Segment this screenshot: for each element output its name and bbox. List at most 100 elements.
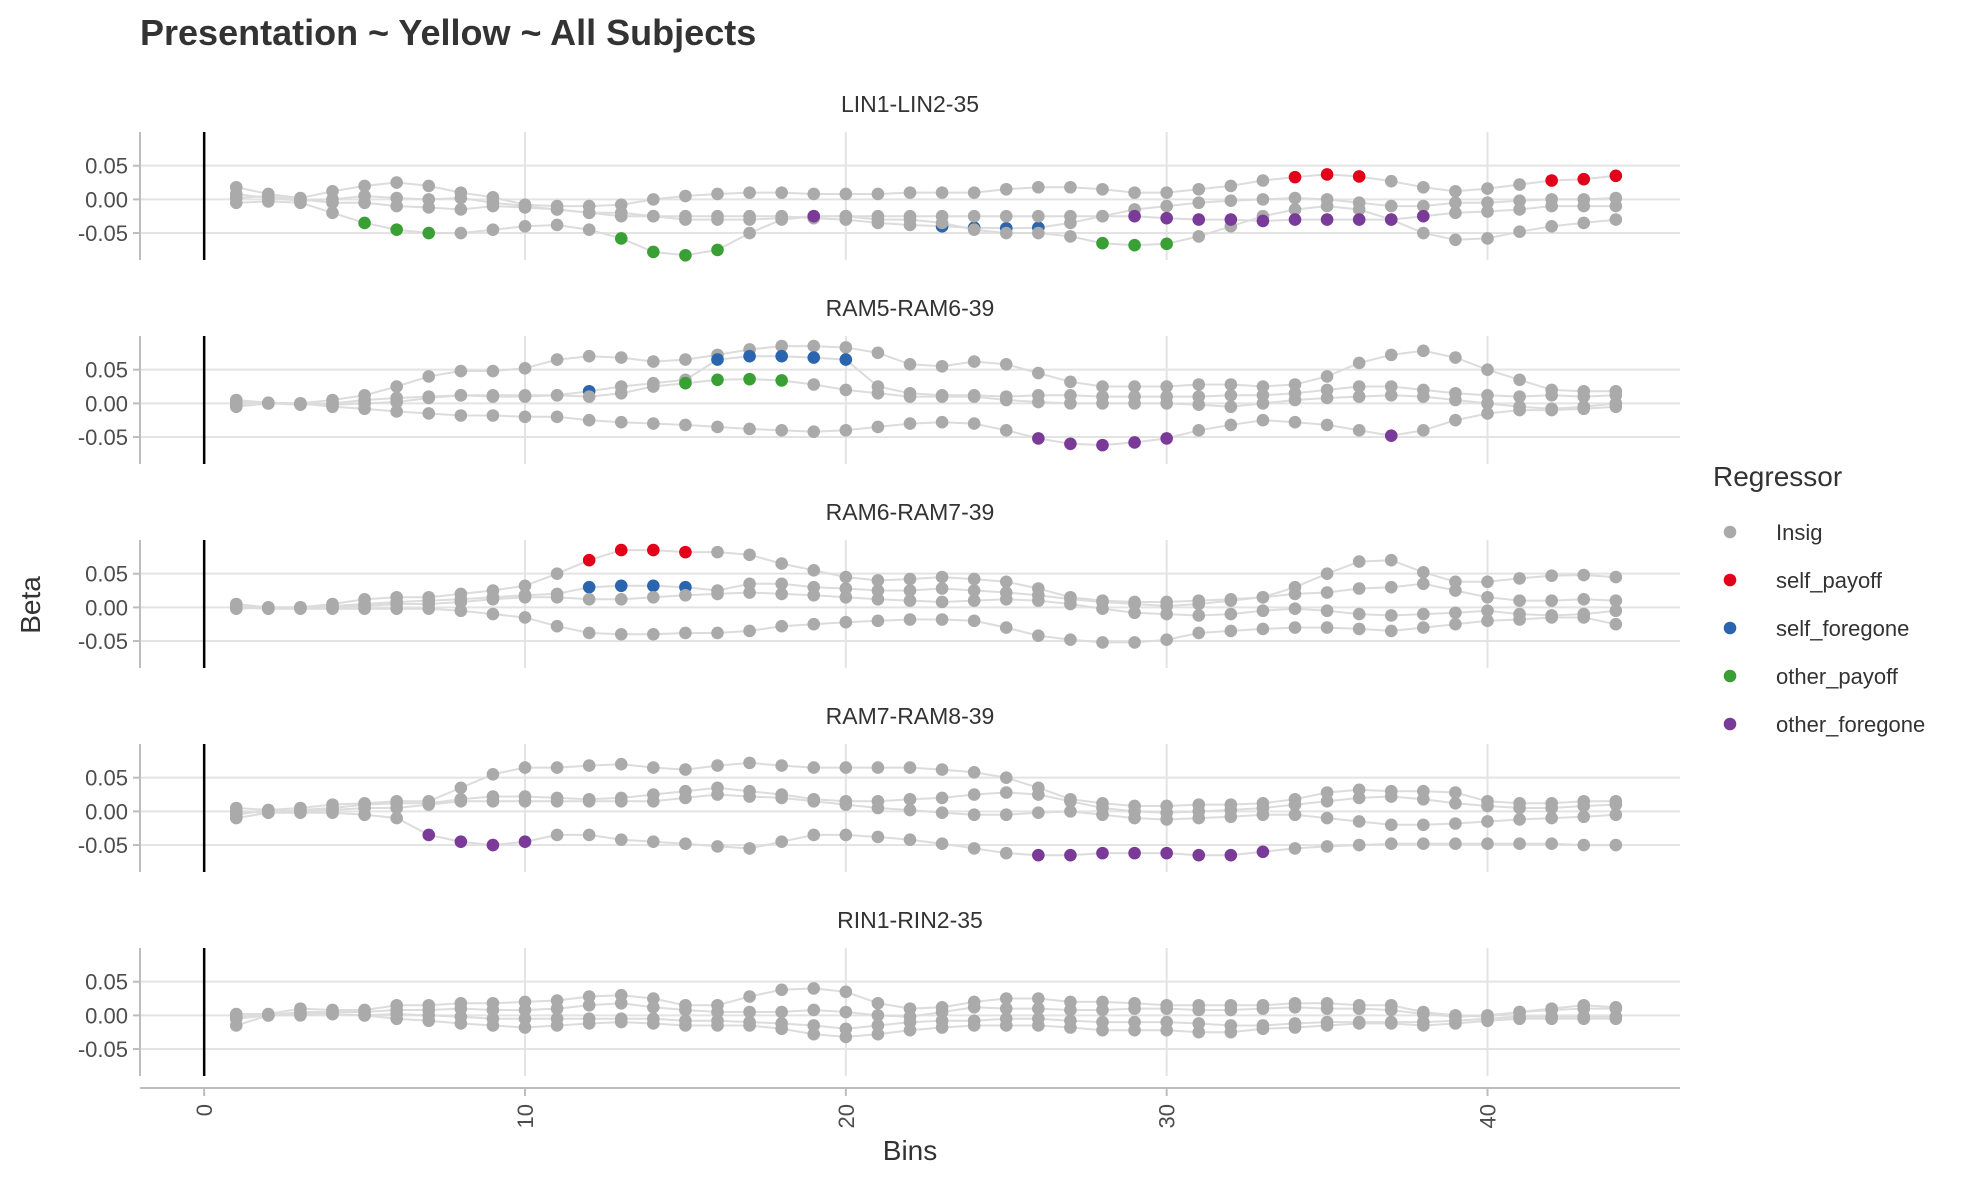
data-point-insig bbox=[647, 628, 660, 641]
data-point-insig bbox=[807, 378, 821, 391]
data-point-insig bbox=[582, 349, 596, 363]
data-point-insig bbox=[1320, 604, 1334, 618]
data-point-insig bbox=[1577, 216, 1591, 230]
data-point-insig bbox=[903, 594, 917, 607]
data-point-insig bbox=[454, 388, 468, 402]
data-point-insig bbox=[1256, 174, 1270, 187]
data-point-insig bbox=[1481, 232, 1494, 245]
data-point-insig bbox=[903, 357, 917, 371]
data-point-insig bbox=[1513, 203, 1526, 216]
data-point-insig bbox=[967, 186, 981, 199]
data-point-insig bbox=[967, 808, 981, 822]
data-point-insig bbox=[1449, 351, 1462, 364]
data-point-insig bbox=[1064, 805, 1077, 818]
data-point-insig bbox=[935, 360, 949, 373]
data-point-insig bbox=[262, 191, 275, 205]
data-point-insig bbox=[582, 223, 596, 236]
data-point-insig bbox=[1384, 1017, 1398, 1030]
data-point-insig bbox=[999, 226, 1013, 240]
data-point-insig bbox=[743, 756, 756, 770]
data-point-insig bbox=[1160, 1023, 1173, 1037]
data-point-insig bbox=[390, 395, 403, 409]
data-point-self_payoff bbox=[679, 545, 692, 559]
data-point-insig bbox=[1545, 1012, 1558, 1026]
y-tick-label: -0.05 bbox=[78, 833, 128, 858]
data-point-insig bbox=[1449, 233, 1462, 247]
data-point-insig bbox=[1288, 378, 1302, 391]
data-point-insig bbox=[999, 808, 1013, 822]
data-point-insig bbox=[1417, 344, 1430, 358]
data-point-insig bbox=[422, 602, 436, 616]
data-point-other_foregone bbox=[1096, 438, 1109, 452]
data-point-insig bbox=[775, 791, 788, 805]
data-point-insig bbox=[390, 191, 403, 205]
data-point-insig bbox=[743, 990, 756, 1003]
data-point-insig bbox=[1481, 815, 1494, 828]
data-point-insig bbox=[807, 828, 821, 842]
data-point-insig bbox=[647, 1017, 660, 1030]
data-point-insig bbox=[326, 1007, 339, 1021]
data-point-insig bbox=[1577, 390, 1591, 403]
data-point-insig bbox=[229, 196, 243, 210]
data-point-insig bbox=[614, 794, 628, 808]
data-point-insig bbox=[1224, 810, 1238, 824]
data-point-insig bbox=[1128, 380, 1141, 393]
data-point-insig bbox=[454, 226, 468, 240]
data-point-insig bbox=[614, 628, 628, 641]
data-point-insig bbox=[1288, 842, 1302, 855]
data-point-other_foregone bbox=[454, 835, 468, 848]
data-point-insig bbox=[1224, 179, 1238, 193]
data-point-insig bbox=[1256, 193, 1270, 206]
data-point-insig bbox=[967, 417, 981, 430]
data-point-insig bbox=[1256, 413, 1270, 427]
data-point-insig bbox=[743, 422, 756, 436]
data-point-insig bbox=[518, 1021, 532, 1034]
data-point-insig bbox=[1096, 182, 1109, 196]
x-tick-label: 20 bbox=[834, 1104, 859, 1128]
data-point-insig bbox=[390, 801, 403, 815]
data-point-insig bbox=[1449, 584, 1462, 597]
data-point-insig bbox=[679, 791, 692, 805]
data-point-other_foregone bbox=[1320, 213, 1334, 226]
data-point-insig bbox=[1449, 796, 1462, 810]
data-point-insig bbox=[1256, 397, 1270, 410]
data-point-insig bbox=[1481, 205, 1494, 218]
y-tick-label: 0.05 bbox=[85, 970, 128, 995]
data-point-other_foregone bbox=[518, 835, 532, 848]
data-point-insig bbox=[1320, 391, 1334, 405]
data-point-insig bbox=[967, 572, 981, 586]
data-point-insig bbox=[422, 391, 436, 405]
data-point-insig bbox=[550, 567, 564, 580]
data-point-insig bbox=[1384, 348, 1398, 362]
data-point-insig bbox=[326, 193, 339, 206]
data-point-insig bbox=[1545, 811, 1558, 825]
data-point-insig bbox=[1128, 1023, 1141, 1037]
data-point-insig bbox=[743, 1005, 756, 1019]
data-point-insig bbox=[518, 220, 532, 233]
data-point-insig bbox=[743, 842, 756, 855]
data-point-insig bbox=[518, 199, 532, 213]
data-point-insig bbox=[935, 415, 949, 429]
chart-title: Presentation ~ Yellow ~ All Subjects bbox=[140, 12, 756, 53]
data-point-insig bbox=[871, 386, 885, 400]
data-point-insig bbox=[1256, 808, 1270, 822]
data-point-insig bbox=[1481, 407, 1494, 420]
data-point-insig bbox=[903, 803, 917, 817]
data-point-insig bbox=[1417, 424, 1430, 437]
data-point-insig bbox=[1224, 400, 1238, 414]
panel-lin1-lin2-35: LIN1-LIN2-35 0.05 0.00 -0.05 bbox=[78, 91, 1680, 262]
data-point-insig bbox=[1513, 390, 1526, 403]
data-point-insig bbox=[1256, 380, 1270, 393]
data-point-insig bbox=[582, 759, 596, 772]
data-point-insig bbox=[935, 570, 949, 584]
y-tick-label: -0.05 bbox=[78, 629, 128, 654]
data-point-insig bbox=[903, 761, 917, 774]
y-tick-label: 0.05 bbox=[85, 766, 128, 791]
data-point-insig bbox=[1032, 788, 1045, 801]
data-point-insig bbox=[1417, 818, 1430, 832]
data-point-insig bbox=[807, 564, 821, 577]
legend-label-self_foregone: self_foregone bbox=[1776, 616, 1909, 641]
data-point-insig bbox=[1449, 184, 1462, 198]
data-point-insig bbox=[999, 771, 1013, 784]
data-point-insig bbox=[871, 209, 885, 223]
